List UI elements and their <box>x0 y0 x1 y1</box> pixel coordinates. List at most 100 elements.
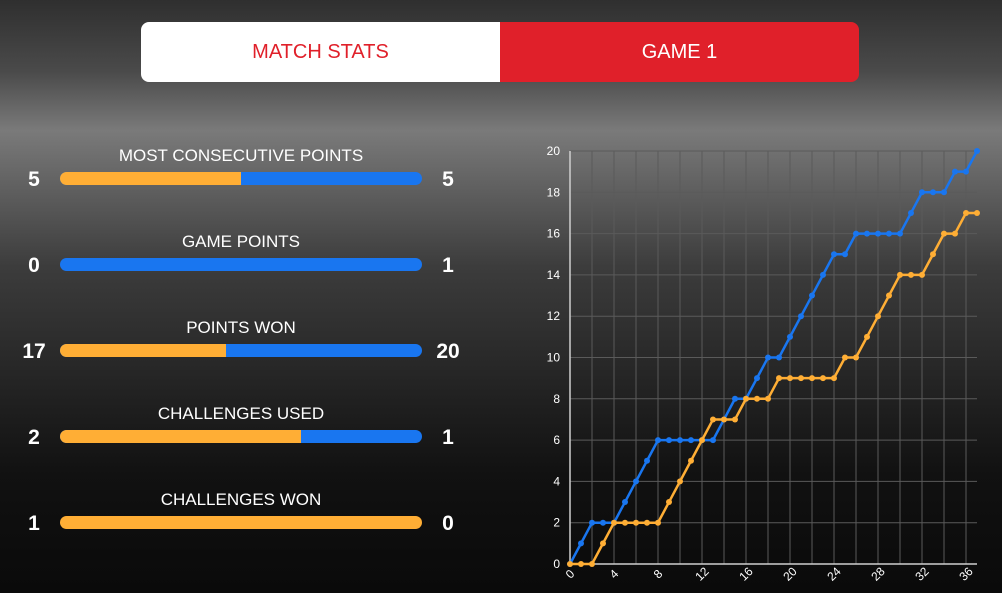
series-point-0 <box>688 437 694 444</box>
series-point-0 <box>765 354 771 361</box>
stat-challenges-won: CHALLENGES WON 1 0 <box>0 490 480 550</box>
series-point-1 <box>578 561 584 567</box>
y-tick-label: 16 <box>547 227 561 241</box>
series-point-1 <box>963 209 969 216</box>
series-point-0 <box>919 189 925 196</box>
series-point-0 <box>655 437 661 444</box>
x-tick-label: 12 <box>692 564 712 584</box>
series-point-1 <box>655 519 661 526</box>
stat-title: CHALLENGES WON <box>160 490 322 509</box>
series-point-0 <box>578 540 584 547</box>
series-point-1 <box>809 375 815 382</box>
series-point-0 <box>798 313 804 320</box>
tab-match-stats[interactable]: MATCH STATS <box>141 22 500 82</box>
series-point-0 <box>809 292 815 299</box>
series-point-0 <box>787 333 793 340</box>
x-tick-label: 16 <box>736 564 756 584</box>
series-point-0 <box>776 354 782 361</box>
series-point-0 <box>589 519 595 526</box>
series-point-0 <box>622 499 628 506</box>
y-tick-label: 12 <box>547 309 561 323</box>
y-tick-label: 2 <box>553 516 560 530</box>
series-point-0 <box>952 168 958 175</box>
stat-left-value: 2 <box>28 426 40 449</box>
series-point-1 <box>688 457 694 464</box>
series-point-1 <box>633 519 639 526</box>
y-tick-label: 18 <box>547 185 561 199</box>
series-point-0 <box>677 437 683 444</box>
series-point-1 <box>622 519 628 526</box>
series-point-0 <box>908 209 914 216</box>
stat-challenges-used: CHALLENGES USED 2 1 <box>0 404 480 464</box>
series-point-1 <box>930 251 936 258</box>
series-point-1 <box>743 395 749 402</box>
stat-bar-orange-fill <box>60 172 241 185</box>
x-tick-label: 36 <box>956 564 976 584</box>
stat-bar <box>60 258 422 271</box>
series-point-0 <box>875 230 881 237</box>
series-point-1 <box>798 375 804 382</box>
series-point-1 <box>732 416 738 423</box>
series-point-1 <box>589 561 595 567</box>
series-point-0 <box>886 230 892 237</box>
series-point-1 <box>974 209 980 216</box>
series-point-0 <box>963 168 969 175</box>
series-point-1 <box>644 519 650 526</box>
series-point-0 <box>820 271 826 278</box>
stat-bar <box>60 516 422 529</box>
series-point-1 <box>754 395 760 402</box>
series-point-1 <box>765 395 771 402</box>
tab-bar: MATCH STATS GAME 1 <box>141 22 859 82</box>
x-tick-label: 24 <box>824 564 844 584</box>
series-point-1 <box>853 354 859 361</box>
series-point-0 <box>831 251 837 258</box>
stat-title: CHALLENGES USED <box>157 404 325 423</box>
series-point-0 <box>644 457 650 464</box>
stat-right-value: 0 <box>442 512 454 535</box>
series-point-0 <box>754 375 760 382</box>
stat-right-value: 1 <box>442 254 454 277</box>
stat-bar-orange-fill <box>60 430 302 443</box>
series-point-1 <box>721 416 727 423</box>
series-point-1 <box>842 354 848 361</box>
y-tick-label: 0 <box>553 557 560 571</box>
stat-most-consecutive-points: MOST CONSECUTIVE POINTS 5 5 <box>0 146 480 206</box>
stat-right-value: 5 <box>442 168 454 191</box>
stat-game-points: GAME POINTS 0 1 <box>0 232 480 292</box>
series-point-0 <box>666 437 672 444</box>
series-point-0 <box>930 189 936 196</box>
series-point-1 <box>600 540 606 547</box>
series-point-1 <box>787 375 793 382</box>
series-point-1 <box>908 271 914 278</box>
series-point-1 <box>941 230 947 237</box>
series-point-0 <box>732 395 738 402</box>
stat-bar <box>60 172 422 185</box>
series-point-0 <box>842 251 848 258</box>
stat-left-value: 17 <box>22 340 46 363</box>
stat-bar <box>60 430 422 443</box>
series-point-1 <box>886 292 892 299</box>
series-point-1 <box>710 416 716 423</box>
stat-bar-orange-fill <box>60 344 227 357</box>
stat-left-value: 5 <box>28 168 40 191</box>
series-point-0 <box>864 230 870 237</box>
tab-game-1[interactable]: GAME 1 <box>500 22 859 82</box>
series-point-0 <box>710 437 716 444</box>
stat-title: MOST CONSECUTIVE POINTS <box>118 146 364 165</box>
x-tick-label: 8 <box>651 566 666 581</box>
y-tick-label: 10 <box>547 351 561 365</box>
series-line-1 <box>570 211 977 566</box>
series-point-1 <box>611 519 617 526</box>
series-point-1 <box>666 499 672 506</box>
x-tick-label: 32 <box>912 564 932 584</box>
series-point-1 <box>831 375 837 382</box>
series-point-0 <box>941 189 947 196</box>
series-point-1 <box>677 478 683 485</box>
series-point-1 <box>897 271 903 278</box>
stat-bar <box>60 344 422 357</box>
stat-right-value: 1 <box>442 426 454 449</box>
stat-left-value: 0 <box>28 254 40 277</box>
series-point-0 <box>853 230 859 237</box>
series-point-1 <box>919 271 925 278</box>
